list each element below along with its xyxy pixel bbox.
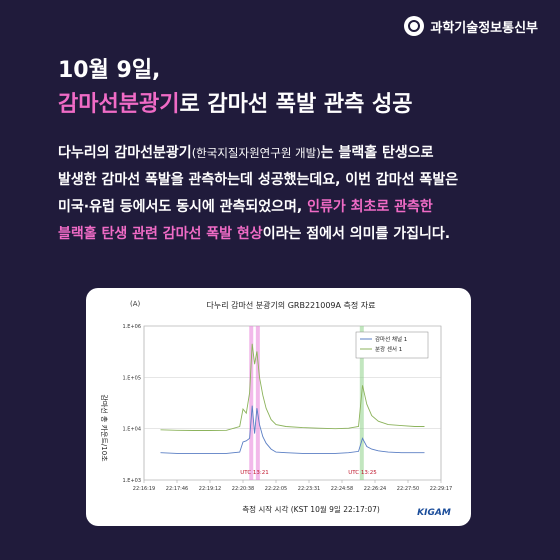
chart-y-axis-label: 감마선 총 카운트/10초 bbox=[100, 394, 109, 462]
x-tick-label: 22:17:46 bbox=[166, 486, 188, 492]
heading-line-2: 감마선분광기로 감마선 폭발 관측 성공 bbox=[58, 88, 413, 122]
y-tick-label: 1.E+03 bbox=[123, 478, 141, 484]
utc-annotation: UTC 13:25 bbox=[348, 470, 377, 476]
legend-entry: 분광 센서 1 bbox=[375, 345, 402, 353]
kigam-logo: KIGAM bbox=[417, 508, 451, 518]
chart-series bbox=[160, 343, 425, 454]
chart-ticks: 1.E+03 1.E+04 1.E+05 1.E+06 22:16:19 22:17:46… bbox=[123, 324, 453, 492]
x-tick-label: 22:24:58 bbox=[331, 486, 353, 492]
brand: 과학기술정보통신부 bbox=[404, 16, 538, 36]
body-paragraph: 다누리의 감마선분광기(한국지질자원연구원 개발)는 블랙홀 탄생으로 발생한 … bbox=[58, 140, 528, 248]
heading-rest: 로 감마선 폭발 관측 성공 bbox=[179, 92, 413, 117]
chart-title: 다누리 감마선 분광기의 GRB221009A 측정 자료 bbox=[206, 300, 375, 310]
grb-chart: (A) 다누리 감마선 분광기의 GRB221009A 측정 자료 1.E+03… bbox=[100, 300, 453, 518]
body-text-4: 미국·유럽 등에서도 동시에 관측되었으며, bbox=[58, 199, 308, 215]
body-text-small: (한국지질자원연구원 개발) bbox=[191, 146, 321, 160]
chart-panel-label: (A) bbox=[130, 300, 141, 308]
body-text-2: 는 블랙홀 탄생으로 bbox=[320, 145, 434, 161]
body-text-1: 다누리의 감마선분광기 bbox=[58, 145, 192, 161]
x-tick-label: 22:23:31 bbox=[298, 486, 320, 492]
heading-line-1: 10월 9일, bbox=[58, 58, 161, 83]
y-tick-label: 1.E+05 bbox=[123, 375, 141, 381]
highlight-band bbox=[255, 326, 260, 480]
heading-highlight: 감마선분광기 bbox=[58, 92, 180, 117]
chart-annotations: UTC 13:21 UTC 13:25 bbox=[240, 470, 377, 476]
y-tick-label: 1.E+04 bbox=[123, 427, 141, 433]
chart-highlight-bands bbox=[249, 326, 364, 480]
body-highlight-1: 인류가 최초로 관측한 bbox=[307, 199, 433, 215]
legend-box bbox=[355, 331, 429, 359]
chart-grid bbox=[143, 325, 442, 483]
body-text-5: 이라는 점에서 의미를 가집니다. bbox=[262, 226, 451, 242]
chart-legend: 감마선 채널 1 분광 센서 1 bbox=[355, 331, 429, 359]
body-highlight-2: 블랙홀 탄생 관련 감마선 폭발 현상 bbox=[58, 226, 263, 242]
highlight-band bbox=[359, 326, 364, 480]
x-tick-label: 22:22:05 bbox=[265, 486, 287, 492]
y-tick-label: 1.E+06 bbox=[123, 324, 141, 330]
x-tick-label: 22:20:38 bbox=[232, 486, 254, 492]
x-tick-label: 22:19:12 bbox=[199, 486, 221, 492]
series-line bbox=[160, 405, 425, 454]
utc-annotation: UTC 13:21 bbox=[240, 470, 269, 476]
body-text-3: 발생한 감마선 폭발을 관측하는데 성공했는데요, 이번 감마선 폭발은 bbox=[58, 172, 459, 188]
x-tick-label: 22:29:17 bbox=[430, 486, 452, 492]
legend-entry: 감마선 채널 1 bbox=[375, 335, 407, 343]
x-tick-label: 22:26:24 bbox=[364, 486, 386, 492]
series-line bbox=[160, 343, 425, 431]
chart-card: (A) 다누리 감마선 분광기의 GRB221009A 측정 자료 1.E+03… bbox=[86, 288, 471, 526]
highlight-band bbox=[249, 326, 254, 480]
brand-name: 과학기술정보통신부 bbox=[430, 20, 538, 36]
chart-x-axis-label: 측정 시작 시각 (KST 10월 9일 22:17:07) bbox=[242, 504, 380, 514]
x-tick-label: 22:27:50 bbox=[397, 486, 419, 492]
ministry-emblem-icon bbox=[404, 16, 425, 36]
page-heading: 10월 9일, 감마선분광기로 감마선 폭발 관측 성공 bbox=[58, 54, 413, 122]
x-tick-label: 22:16:19 bbox=[133, 486, 155, 492]
